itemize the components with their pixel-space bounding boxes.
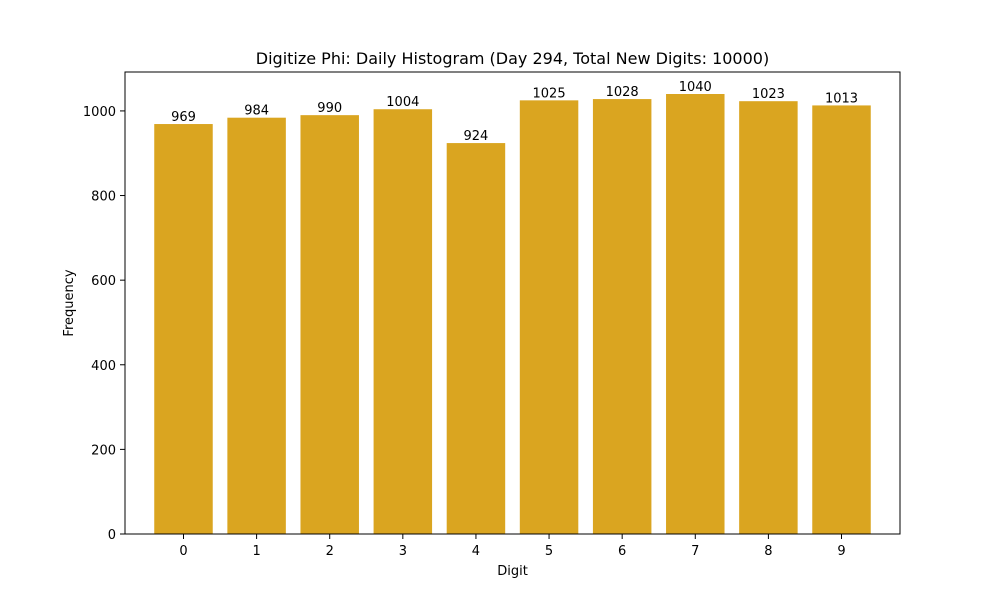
- x-tick-label-9: 9: [837, 544, 845, 559]
- x-tick-label-6: 6: [618, 544, 626, 559]
- data-label-digit-2: 990: [317, 101, 342, 116]
- data-label-digit-8: 1023: [752, 87, 785, 102]
- x-tick-label-3: 3: [399, 544, 407, 559]
- bar-digit-7: [666, 94, 725, 534]
- bar-digit-4: [446, 143, 506, 535]
- bar-digit-8: [739, 101, 798, 534]
- data-label-digit-7: 1040: [679, 80, 712, 95]
- y-tick-label-600: 600: [91, 274, 116, 289]
- data-labels-group: 969 984 990 1004 924 1025 1028 1040 1023 1013: [171, 80, 858, 144]
- data-label-digit-4: 924: [464, 129, 489, 144]
- bar-digit-6: [592, 99, 652, 535]
- bar-digit-9: [812, 105, 871, 534]
- y-tick-label-800: 800: [91, 190, 116, 205]
- data-label-digit-0: 969: [171, 110, 196, 125]
- plot-frame: [124, 71, 901, 535]
- data-label-digit-9: 1013: [825, 91, 858, 106]
- bar-digit-3: [373, 109, 433, 534]
- x-axis-label: Digit: [497, 564, 528, 579]
- y-tick-label-0: 0: [108, 528, 116, 543]
- data-label-digit-3: 1004: [386, 95, 419, 110]
- x-tick-label-1: 1: [252, 544, 260, 559]
- x-tick-label-2: 2: [326, 544, 334, 559]
- data-label-digit-6: 1028: [606, 85, 639, 100]
- x-tick-label-0: 0: [179, 544, 187, 559]
- bar-digit-5: [519, 100, 579, 534]
- data-label-digit-5: 1025: [533, 86, 566, 101]
- bar-digit-2: [300, 115, 359, 535]
- bars-group: [154, 94, 871, 535]
- x-tick-label-4: 4: [472, 544, 480, 559]
- chart-title: Digitize Phi: Daily Histogram (Day 294, …: [256, 49, 769, 68]
- data-label-digit-1: 984: [244, 104, 269, 119]
- y-tick-label-400: 400: [91, 359, 116, 374]
- y-tick-label-200: 200: [91, 443, 116, 458]
- y-tick-label-1000: 1000: [83, 105, 116, 120]
- bar-digit-0: [154, 124, 213, 535]
- x-tick-label-5: 5: [545, 544, 553, 559]
- y-axis: 0 200 400 600 800 1000: [83, 105, 125, 543]
- x-axis: 0 1 2 3 4 5 6 7 8 9: [179, 534, 846, 559]
- x-tick-label-7: 7: [691, 544, 699, 559]
- x-tick-label-8: 8: [764, 544, 772, 559]
- bar-digit-1: [227, 117, 286, 534]
- y-axis-label: Frequency: [62, 269, 77, 336]
